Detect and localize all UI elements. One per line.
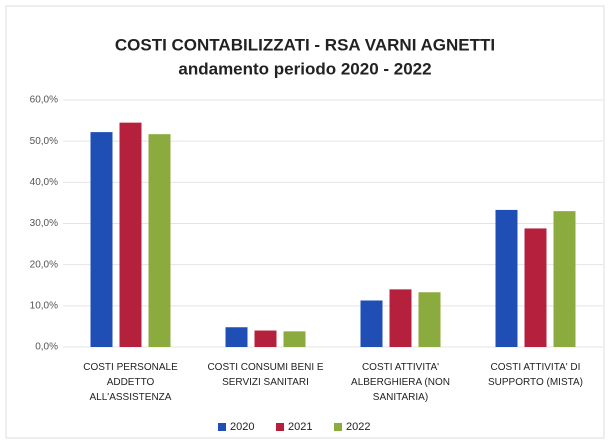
y-tick-label: 40,0% [30,177,58,188]
legend-swatch [334,423,342,431]
x-tick-label: COSTI CONSUMI BENI E SERVIZI SANITARI [207,362,323,388]
bar [90,132,113,347]
bar [283,331,306,347]
bar [148,134,171,347]
legend-swatch [218,423,226,431]
chart-title: COSTI CONTABILIZZATI - RSA VARNI AGNETTI [115,35,495,54]
bar [389,289,412,347]
legend-label: 2020 [230,421,254,433]
bar [495,209,518,347]
legend-label: 2021 [288,421,312,433]
legend-swatch [276,423,284,431]
x-tick-label-line: SUPPORTO (MISTA) [488,377,583,388]
x-tick-label-line: COSTI CONSUMI BENI E [207,362,323,373]
x-tick-label: COSTI ATTIVITA' DI SUPPORTO (MISTA) [488,362,583,388]
y-tick-label: 50,0% [30,136,58,147]
bar [254,330,277,347]
chart-subtitle: andamento periodo 2020 - 2022 [178,59,431,78]
x-tick-label: COSTI PERSONALE ADDETTO ALL'ASSISTENZA [83,362,178,403]
y-tick-label: 60,0% [30,95,58,106]
x-tick-label-line: SANITARIA) [373,392,428,403]
x-tick-label: COSTI ATTIVITA' ALBERGHIERA (NON SANITARIA… [351,362,450,403]
x-tick-label-line: ADDETTO [107,377,155,388]
bar [418,292,441,347]
y-tick-label: 0,0% [35,342,58,353]
y-tick-label: 30,0% [30,218,58,229]
y-tick-label: 10,0% [30,300,58,311]
bar [225,327,248,347]
bar [553,211,576,347]
y-tick-label: 20,0% [30,259,58,270]
bar [524,228,547,347]
x-tick-label-line: COSTI ATTIVITA' [362,362,439,373]
legend-label: 2022 [346,421,370,433]
bar [119,122,142,348]
x-tick-label-line: SERVIZI SANITARI [222,377,309,388]
x-tick-label-line: COSTI ATTIVITA' DI [491,362,581,373]
x-tick-label-line: ALL'ASSISTENZA [90,392,172,403]
bar [360,300,383,347]
x-tick-label-line: ALBERGHIERA (NON [351,377,450,388]
x-tick-label-line: COSTI PERSONALE [83,362,178,373]
